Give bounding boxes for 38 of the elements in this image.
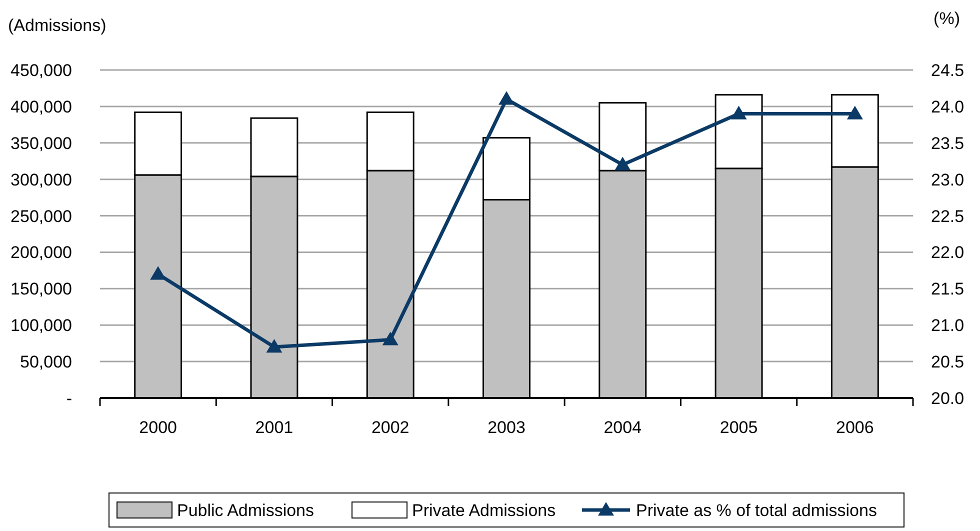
y-tick-label: 300,000	[10, 170, 72, 190]
x-tick-label: 2006	[836, 418, 874, 437]
point	[266, 338, 282, 353]
y2-axis-title: (%)	[934, 9, 960, 28]
y2-tick-label: 21.5	[931, 280, 964, 299]
y-tick-label: 350,000	[10, 134, 72, 153]
y-tick-label: 200,000	[10, 243, 72, 262]
y2-tick-label: 21.0	[931, 316, 964, 336]
legend-label: Private Admissions	[412, 501, 556, 520]
y-tick-label: 400,000	[10, 97, 72, 116]
y2-tick-label: 22.0	[931, 243, 964, 262]
y-tick-label: 450,000	[10, 61, 72, 80]
y-tick-label: 50,000	[20, 352, 72, 372]
y-tick-label: 150,000	[10, 280, 72, 299]
point	[498, 91, 514, 105]
y2-tick-label: 20.0	[931, 389, 964, 408]
y-tick-label: 250,000	[10, 206, 72, 226]
x-tick-label: 2000	[139, 418, 177, 437]
x-tick-label: 2003	[488, 418, 526, 437]
y-axis-title: (Admissions)	[8, 16, 106, 35]
legend-label: Private as % of total admissions	[636, 501, 877, 520]
y2-tick-label: 24.0	[931, 97, 964, 116]
y2-tick-label: 20.5	[931, 352, 964, 372]
point	[730, 106, 747, 120]
y-tick-label: 100,000	[10, 316, 72, 336]
y2-tick-label: 23.5	[931, 134, 964, 153]
y2-tick-label: 24.5	[931, 61, 964, 80]
y-tick-label: -	[66, 389, 72, 408]
x-tick-label: 2004	[604, 418, 642, 437]
legend-label: Public Admissions	[177, 501, 314, 520]
x-tick-label: 2005	[720, 418, 758, 437]
x-tick-label: 2001	[255, 418, 294, 437]
y2-tick-label: 22.5	[931, 206, 964, 226]
point	[846, 106, 863, 120]
point	[614, 156, 631, 170]
x-tick-label: 2002	[371, 418, 410, 437]
point	[382, 332, 398, 346]
y2-tick-label: 23.0	[931, 170, 964, 190]
